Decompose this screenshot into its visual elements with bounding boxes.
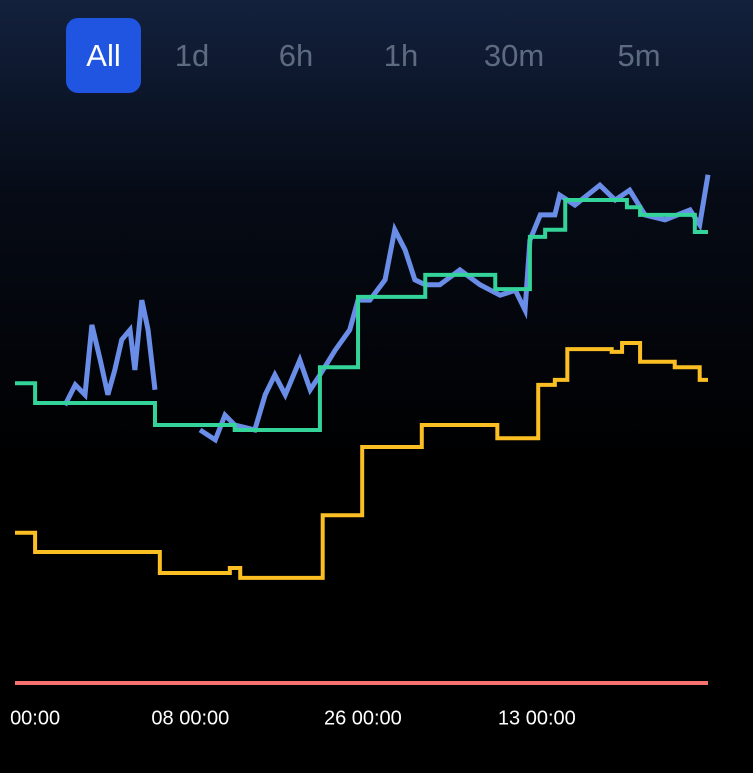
x-tick-label: 26 00:00 xyxy=(324,707,402,729)
series-line xyxy=(15,341,708,580)
range-tabs: All 1d 6h 1h 30m 5m xyxy=(66,18,703,93)
x-tick-label: 08 00:00 xyxy=(151,707,229,729)
series-line xyxy=(15,198,708,432)
x-tick-label: 13 00:00 xyxy=(498,707,576,729)
range-tab[interactable]: 1d xyxy=(174,38,210,73)
series-line xyxy=(62,174,711,444)
x-tick-label: 00:00 xyxy=(10,707,60,729)
range-tab[interactable]: 5m xyxy=(617,38,661,73)
range-tab[interactable]: All xyxy=(66,18,141,93)
range-tab[interactable]: 30m xyxy=(483,38,545,73)
range-tab[interactable]: 6h xyxy=(278,38,314,73)
range-tab[interactable]: 1h xyxy=(383,38,419,73)
